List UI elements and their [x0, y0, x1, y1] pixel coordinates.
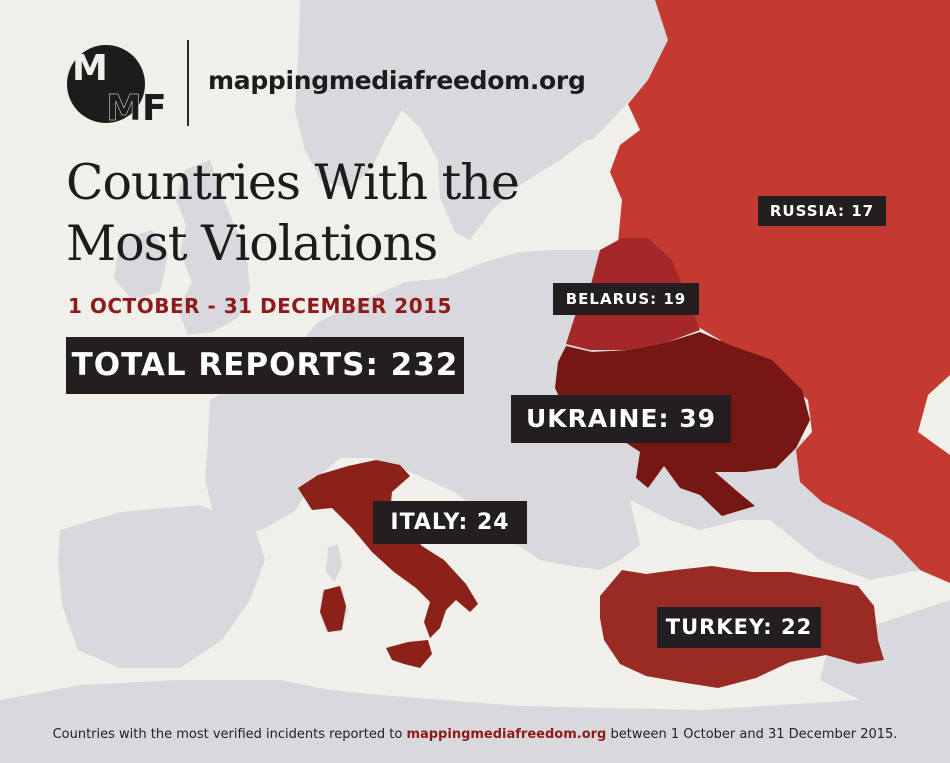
date-range: 1 OCTOBER - 31 DECEMBER 2015: [68, 294, 452, 318]
country-label-russia: RUSSIA: 17: [758, 196, 886, 226]
svg-text:M: M: [106, 88, 142, 124]
svg-text:M: M: [72, 48, 108, 89]
corsica-land: [326, 544, 342, 582]
footer-text-post: between 1 October and 31 December 2015.: [610, 727, 898, 742]
sardinia-region: [320, 586, 346, 632]
country-label-ukraine: UKRAINE: 39: [511, 395, 731, 443]
svg-text:F: F: [142, 88, 167, 124]
italy-region: [298, 460, 478, 638]
iberia-land: [58, 505, 265, 668]
title-line-1: Countries With the: [66, 154, 520, 211]
sicily-region: [386, 640, 432, 668]
country-label-turkey: TURKEY: 22: [657, 607, 821, 648]
country-label-italy: ITALY: 24: [373, 501, 527, 544]
russia-region: [610, 0, 950, 583]
north-africa-land: [0, 680, 950, 763]
ireland-land: [114, 230, 168, 300]
country-label-belarus: BELARUS: 19: [553, 283, 699, 315]
mmf-logo: M M F: [67, 45, 167, 124]
footer-text-pre: Countries with the most verified inciden…: [52, 727, 403, 742]
logo-divider: [187, 40, 189, 126]
total-reports-label: TOTAL REPORTS:: [71, 347, 379, 383]
total-reports-value: 232: [390, 347, 459, 383]
title-line-2: Most Violations: [66, 215, 438, 272]
page-title: Countries With the Most Violations: [66, 152, 586, 274]
middle-east-land: [820, 600, 950, 700]
footer-link[interactable]: mappingmediafreedom.org: [406, 727, 607, 742]
total-reports-badge: TOTAL REPORTS: 232: [66, 337, 464, 394]
finland-land: [545, 0, 668, 140]
great-britain-land: [176, 160, 250, 335]
site-url: mappingmediafreedom.org: [208, 66, 586, 95]
footer-caption: Countries with the most verified inciden…: [0, 727, 950, 742]
